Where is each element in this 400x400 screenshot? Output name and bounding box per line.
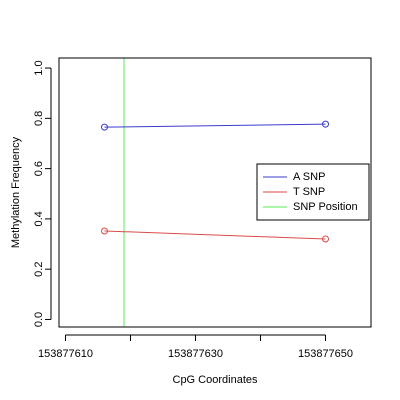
legend: A SNP T SNP SNP Position xyxy=(256,163,370,221)
data-point xyxy=(322,235,329,243)
axes-layer: 153877610 153877630 153877650 0.0 0.2 0.4 0.6 0… xyxy=(33,57,372,360)
y-tick-label: 0.4 xyxy=(33,211,45,226)
y-tick-label: 0.8 xyxy=(33,111,45,126)
y-tick-label: 0.6 xyxy=(33,161,45,176)
series-line xyxy=(104,123,326,128)
x-axis-label: CpG Coordinates xyxy=(173,374,258,386)
data-point xyxy=(101,123,108,131)
x-tick-label: 153877610 xyxy=(38,348,93,360)
plot-frame xyxy=(58,57,372,328)
x-tick-label: 153877650 xyxy=(298,348,353,360)
legend-entry-label: SNP Position xyxy=(293,201,358,213)
legend-entry-label: A SNP xyxy=(293,171,325,183)
series-line xyxy=(104,230,326,240)
y-tick-label: 0.2 xyxy=(33,262,45,277)
data-point xyxy=(101,227,108,235)
y-tick-label: 0.0 xyxy=(33,312,45,327)
data-point xyxy=(322,120,329,128)
x-tick-label: 153877630 xyxy=(168,348,223,360)
y-axis-label: Methylation Frequency xyxy=(10,136,22,248)
legend-entry-label: T SNP xyxy=(293,186,325,198)
y-tick-label: 1.0 xyxy=(33,60,45,75)
plot-layer xyxy=(101,58,329,327)
